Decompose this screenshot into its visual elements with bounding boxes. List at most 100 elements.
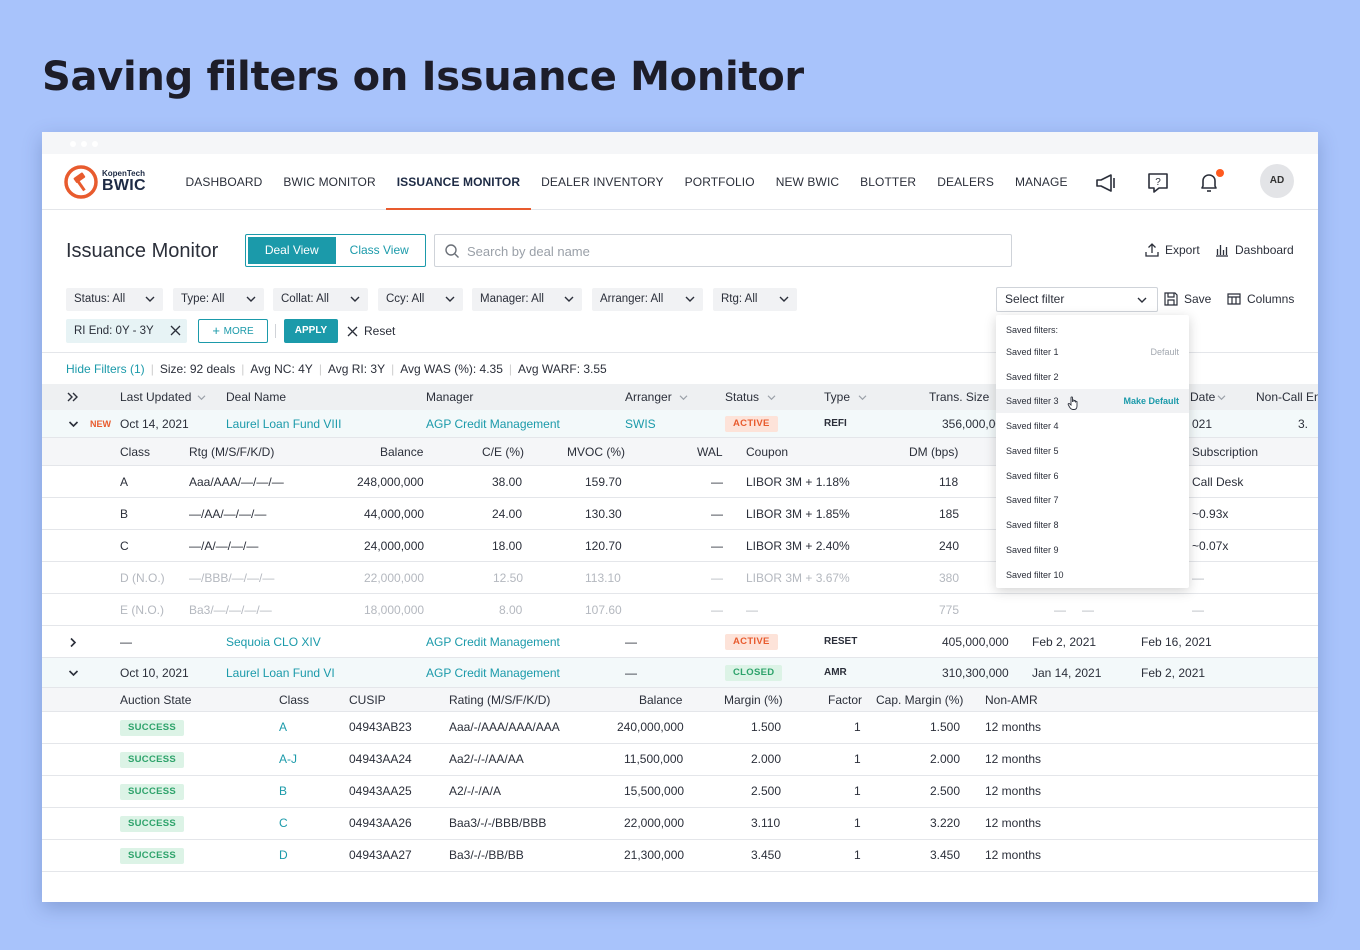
class-coupon: LIBOR 3M + 1.18% (746, 475, 850, 489)
rtg-filter[interactable]: Rtg: All (713, 288, 797, 311)
menu-portfolio[interactable]: PORTFOLIO (684, 175, 755, 189)
arranger-link[interactable]: SWIS (625, 417, 656, 431)
hand-cursor-icon (1067, 396, 1078, 410)
type-filter[interactable]: Type: All (173, 288, 264, 311)
avatar[interactable]: AD (1260, 164, 1294, 198)
col-manager[interactable]: Manager (426, 390, 474, 404)
amr-cusip: 04943AA25 (349, 784, 412, 798)
col-date[interactable]: Date (1190, 390, 1216, 404)
deal-view-button[interactable]: Deal View (248, 237, 336, 264)
bell-icon[interactable] (1196, 170, 1222, 196)
status-filter[interactable]: Status: All (66, 288, 163, 311)
reset-button[interactable]: Reset (347, 324, 395, 338)
megaphone-icon[interactable] (1093, 170, 1119, 196)
amr-class-link[interactable]: A-J (279, 752, 297, 766)
collat-filter[interactable]: Collat: All (273, 288, 368, 311)
table-row[interactable]: Oct 10, 2021 Laurel Loan Fund VI AGP Cre… (42, 658, 1318, 688)
deal-name-link[interactable]: Laurel Loan Fund VI (226, 666, 335, 680)
amr-margin: 1.500 (751, 720, 782, 734)
amr-class-link[interactable]: C (279, 816, 288, 830)
amr-balance: 15,500,000 (624, 784, 685, 798)
class-rtg: Aaa/AAA/—/—/— (189, 475, 284, 489)
last-updated: — (120, 635, 132, 649)
help-icon[interactable]: ? (1145, 170, 1171, 196)
saved-filter-item[interactable]: Saved filter 10 (996, 563, 1189, 587)
date-value: Feb 2, 2021 (1032, 635, 1097, 649)
manager-link[interactable]: AGP Credit Management (426, 635, 560, 649)
select-filter-dropdown[interactable]: Select filter (996, 287, 1158, 312)
summary-avg-nc: Avg NC: 4Y (250, 362, 313, 376)
col-arranger[interactable]: Arranger (625, 390, 672, 404)
saved-filter-item[interactable]: Saved filter 1 Default (996, 340, 1189, 364)
col-status[interactable]: Status (725, 390, 760, 404)
save-button[interactable]: Save (1164, 292, 1211, 306)
col-last-updated[interactable]: Last Updated (120, 390, 192, 404)
status-badge: CLOSED (725, 665, 783, 681)
logo[interactable]: KopenTech BWIC (64, 165, 146, 199)
menu-blotter[interactable]: BLOTTER (860, 175, 917, 189)
deal-name-link[interactable]: Sequoia CLO XIV (226, 635, 321, 649)
menu-dashboard[interactable]: DASHBOARD (185, 175, 263, 189)
manager-filter[interactable]: Manager: All (472, 288, 582, 311)
deal-name-link[interactable]: Laurel Loan Fund VIII (226, 417, 342, 431)
summary-avg-was: Avg WAS (%): 4.35 (400, 362, 503, 376)
class-view-button[interactable]: Class View (349, 243, 409, 257)
table-row[interactable]: — Sequoia CLO XIV AGP Credit Management … (42, 626, 1318, 658)
ccy-filter[interactable]: Ccy: All (378, 288, 463, 311)
menu-dealer-inventory[interactable]: DEALER INVENTORY (541, 175, 664, 189)
more-filters-button[interactable]: + MORE (198, 319, 268, 343)
saved-filter-item[interactable]: Saved filter 7 (996, 488, 1189, 512)
dashboard-button[interactable]: Dashboard (1215, 243, 1294, 257)
arranger-filter[interactable]: Arranger: All (592, 288, 703, 311)
class-balance: 22,000,000 (364, 571, 425, 585)
class-ce: 8.00 (499, 603, 523, 617)
columns-button[interactable]: Columns (1227, 292, 1294, 306)
amr-margin: 3.110 (751, 816, 781, 830)
menu-dealers[interactable]: DEALERS (937, 175, 994, 189)
export-button[interactable]: Export (1145, 243, 1200, 257)
saved-filter-item[interactable]: Saved filter 3 Make Default (996, 389, 1189, 413)
manager-link[interactable]: AGP Credit Management (426, 666, 560, 680)
manager-link[interactable]: AGP Credit Management (426, 417, 560, 431)
sub-col-coupon: Coupon (746, 445, 789, 459)
close-icon[interactable] (170, 325, 181, 336)
amr-class-link[interactable]: D (279, 848, 288, 862)
more-label: MORE (223, 326, 254, 337)
menu-new-bwic[interactable]: NEW BWIC (775, 175, 840, 189)
logo-big-text: BWIC (102, 177, 146, 194)
menu-manage[interactable]: MANAGE (1014, 175, 1068, 189)
saved-filter-item[interactable]: Saved filter 2 (996, 365, 1189, 389)
chevron-down-icon (145, 296, 155, 302)
chevron-down-icon[interactable] (68, 420, 79, 428)
type-filter-label: Type: All (181, 293, 225, 305)
sub-col-ce: C/E (%) (482, 445, 524, 459)
col-non-call[interactable]: Non-Call En (1256, 390, 1318, 404)
amr-class-link[interactable]: B (279, 784, 288, 798)
class-coupon: LIBOR 3M + 3.67% (746, 571, 850, 585)
col-type[interactable]: Type (824, 390, 851, 404)
menu-bwic-monitor[interactable]: BWIC MONITOR (283, 175, 376, 189)
saved-filter-item[interactable]: Saved filter 4 (996, 414, 1189, 438)
expand-all-icon[interactable] (67, 391, 79, 403)
search-input[interactable] (467, 241, 987, 261)
make-default-button[interactable]: Make Default (1123, 396, 1179, 406)
view-toggle: Deal View Class View (245, 234, 426, 267)
chevron-down-icon[interactable] (68, 669, 79, 677)
menu-issuance-monitor[interactable]: ISSUANCE MONITOR (386, 154, 531, 210)
saved-filter-item[interactable]: Saved filter 5 (996, 439, 1189, 463)
hide-filters-link[interactable]: Hide Filters (1) (66, 362, 145, 376)
ri-end-filter-chip[interactable]: RI End: 0Y - 3Y (66, 319, 187, 343)
amr-col-balance: Balance (639, 693, 683, 707)
summary-avg-ri: Avg RI: 3Y (327, 362, 386, 376)
saved-filter-item[interactable]: Saved filter 6 (996, 464, 1189, 488)
col-deal-name[interactable]: Deal Name (226, 390, 287, 404)
apply-button[interactable]: APPLY (284, 319, 338, 343)
amr-class-link[interactable]: A (279, 720, 288, 734)
col-trans-size[interactable]: Trans. Size (929, 390, 990, 404)
saved-filter-item[interactable]: Saved filter 8 (996, 513, 1189, 537)
dashboard-label: Dashboard (1235, 243, 1294, 257)
saved-filter-item[interactable]: Saved filter 9 (996, 538, 1189, 562)
arranger-filter-label: Arranger: All (600, 293, 664, 305)
chevron-right-icon[interactable] (69, 637, 77, 648)
saved-filter-label: Saved filter 1 (1006, 347, 1059, 357)
